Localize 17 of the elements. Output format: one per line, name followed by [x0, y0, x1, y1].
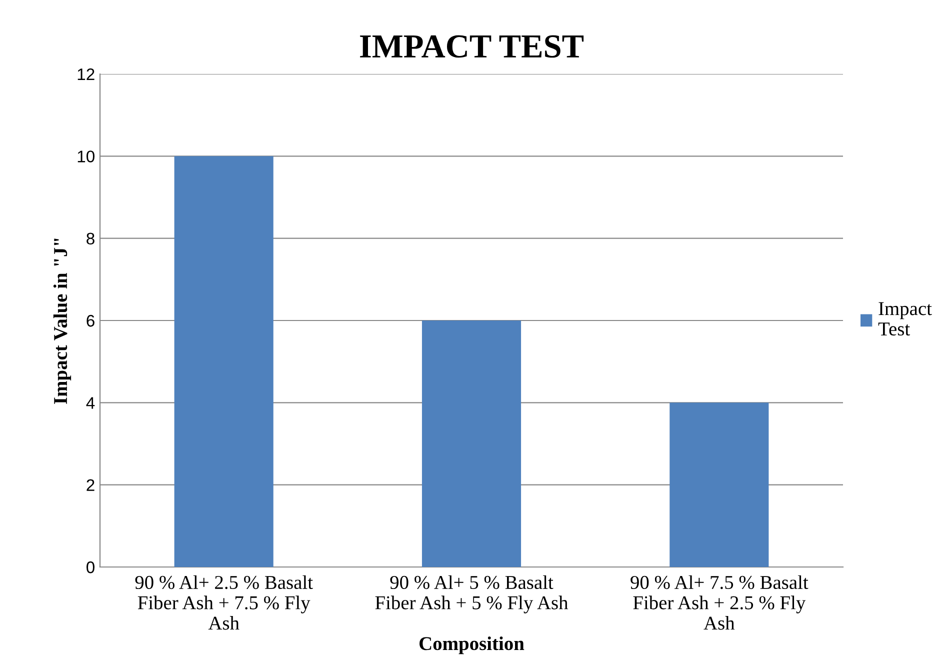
x-axis-title: Composition [420, 636, 524, 654]
legend-label: Impact Test [878, 302, 932, 336]
x-tick-label: 90 % Al+ 2.5 % Basalt Fiber Ash + 7.5 % Fly Ash [135, 575, 313, 630]
y-tick-label: 8 [86, 232, 94, 245]
y-tick-label: 0 [86, 561, 94, 574]
bar [174, 156, 274, 567]
y-axis-title: Impact Value in "J" [53, 238, 72, 404]
x-tick-label: 90 % Al+ 7.5 % Basalt Fiber Ash + 2.5 % Fly Ash [630, 575, 808, 630]
y-tick-label: 12 [78, 68, 94, 80]
y-tick-label: 2 [86, 479, 94, 491]
chart-title: IMPACT TEST [360, 35, 584, 58]
y-tick-label: 10 [78, 150, 94, 162]
y-tick-label: 4 [86, 397, 95, 409]
bar [422, 320, 522, 567]
y-tick-label: 6 [86, 314, 94, 327]
bar [670, 402, 769, 567]
x-tick-label: 90 % Al+ 5 % Basalt Fiber Ash + 5 % Fly Ash [375, 575, 568, 614]
